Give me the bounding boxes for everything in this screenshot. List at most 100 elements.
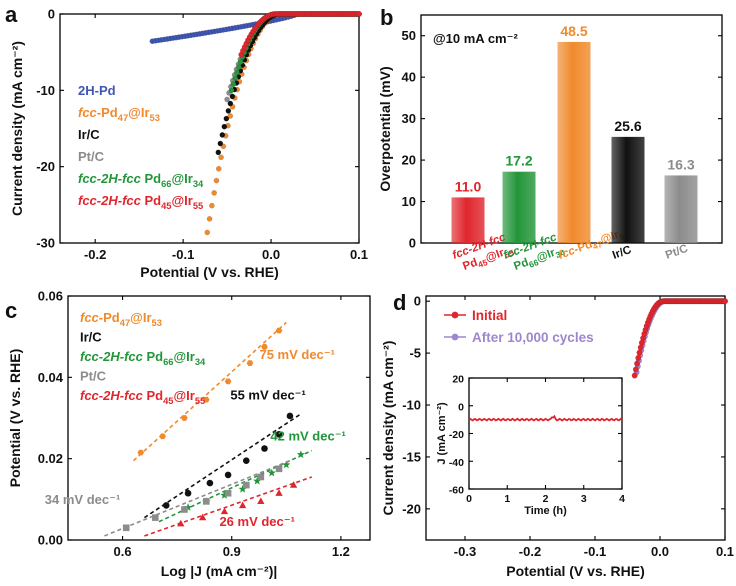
x-tick-label: 1.2 <box>332 544 350 559</box>
series-red <box>238 11 362 58</box>
panel-letter: d <box>393 290 406 315</box>
data-point <box>257 497 265 505</box>
data-point <box>230 81 237 87</box>
data-point <box>635 354 642 361</box>
y-tick-label: -10 <box>36 83 55 98</box>
label-part: 47 <box>120 318 130 328</box>
inset-x-axis-title: Time (h) <box>524 505 567 517</box>
legend-entry: fcc-Pd47@Ir53 <box>80 310 162 328</box>
plot-frame <box>425 295 726 541</box>
x-axis-title: Potential (V vs. RHE) <box>506 563 644 579</box>
y-tick-label: 20 <box>452 374 464 386</box>
series-orange <box>204 11 362 236</box>
y-tick-label: 10 <box>402 194 416 209</box>
label-part: -Pd <box>99 310 120 325</box>
x-tick-label: 2 <box>543 493 549 505</box>
legend-entry: fcc-2H-fcc Pd45@Ir55 <box>80 388 205 406</box>
data-point <box>181 415 188 421</box>
y-tick-label: -60 <box>449 485 464 497</box>
data-point <box>239 501 247 509</box>
y-tick-label: -20 <box>449 429 464 441</box>
inset-chart: 0 1 2 3 4 -60 -40 -20 0 20 Time (h) J (mA cm⁻²) <box>436 374 625 518</box>
chart-title: @10 mA cm⁻² <box>433 31 518 46</box>
label-part: Pt/C <box>664 243 690 262</box>
x-tick-label: -0.2 <box>84 247 106 262</box>
panel-b: b 0 10 20 30 40 50 Overpotential (mV) @10 mA cm⁻… <box>377 5 723 273</box>
slope-label: 75 mV dec⁻¹ <box>259 347 335 362</box>
label-part: Pd <box>461 257 479 273</box>
slope-label: 55 mV dec⁻¹ <box>230 388 306 403</box>
x-tick-label: 0.9 <box>223 544 241 559</box>
data-point <box>223 115 230 122</box>
data-point <box>227 100 234 107</box>
label-part: 34 <box>195 357 206 367</box>
data-point <box>289 481 298 488</box>
legend-marker <box>451 311 459 319</box>
label-part: fcc-2H-fcc <box>78 171 142 186</box>
data-point <box>225 108 232 114</box>
data-point <box>257 473 265 481</box>
inset-background <box>469 378 622 489</box>
label-part: 66 <box>528 257 541 270</box>
data-point <box>198 513 207 521</box>
plot-frame <box>59 13 360 244</box>
x-tick-label: 0.1 <box>716 544 734 559</box>
bar <box>557 41 591 244</box>
series-black: 55 mV dec⁻¹ <box>143 388 306 519</box>
data-point <box>261 343 268 350</box>
bar-value-label: 16.3 <box>667 156 694 172</box>
series-black <box>215 11 362 156</box>
label-part: @Ir <box>128 105 149 120</box>
data-point <box>253 476 262 485</box>
y-tick-label: -10 <box>402 398 421 413</box>
x-tick-label: 0.0 <box>651 544 669 559</box>
label-part: 55 <box>193 201 203 211</box>
legend-entry: 2H-Pd <box>78 83 116 98</box>
data-point <box>202 498 210 505</box>
bar-value-label: 11.0 <box>455 178 482 194</box>
label-part: 34 <box>193 179 204 189</box>
data-point <box>282 460 291 469</box>
fit-line <box>143 413 302 519</box>
y-tick-label: 50 <box>402 28 416 43</box>
bar <box>451 197 485 243</box>
label-part: fcc <box>80 310 100 325</box>
series-orange: 75 mV dec⁻¹ <box>132 321 335 462</box>
data-point <box>634 360 641 367</box>
data-point <box>206 479 214 487</box>
label-part: Pt/C <box>78 149 105 164</box>
label-part: Pd <box>141 193 161 208</box>
plot-frame <box>67 295 371 541</box>
label-part: @Ir <box>172 193 193 208</box>
y-tick-label: 0 <box>414 294 421 309</box>
y-axis-title: Overpotential (mV) <box>377 66 393 191</box>
panel-letter: a <box>5 2 18 27</box>
data-point <box>220 507 229 515</box>
data-point <box>235 64 242 70</box>
data-point <box>261 445 268 452</box>
x-tick-label: 0.1 <box>350 247 368 262</box>
x-axis-title: Log |J (mA cm⁻²)| <box>161 563 278 579</box>
legend-entry: fcc-2H-fcc Pd45@Ir55 <box>78 193 203 211</box>
label-part: Pd <box>141 171 161 186</box>
legend-entry: fcc-2H-fcc Pd66@Ir34 <box>78 171 204 189</box>
data-point <box>232 75 238 82</box>
label-part: 45 <box>161 201 171 211</box>
data-point <box>177 519 185 527</box>
legend-entry: Initial <box>472 308 507 323</box>
legend-marker <box>451 333 459 341</box>
x-tick-label: 0.0 <box>262 247 280 262</box>
label-part: 53 <box>150 113 160 123</box>
x-axis-title: Potential (V vs. RHE) <box>140 264 278 280</box>
y-tick-label: 0 <box>48 7 55 22</box>
data-point <box>213 177 220 184</box>
data-point <box>219 132 226 138</box>
y-tick-label: -40 <box>449 457 464 469</box>
data-point <box>152 514 159 521</box>
legend-entry: Pt/C <box>78 149 105 164</box>
fit-line <box>144 476 313 537</box>
bar <box>611 136 645 243</box>
label-part: fcc <box>557 245 577 262</box>
data-point <box>275 465 283 473</box>
x-tick-label: 0 <box>466 493 472 505</box>
